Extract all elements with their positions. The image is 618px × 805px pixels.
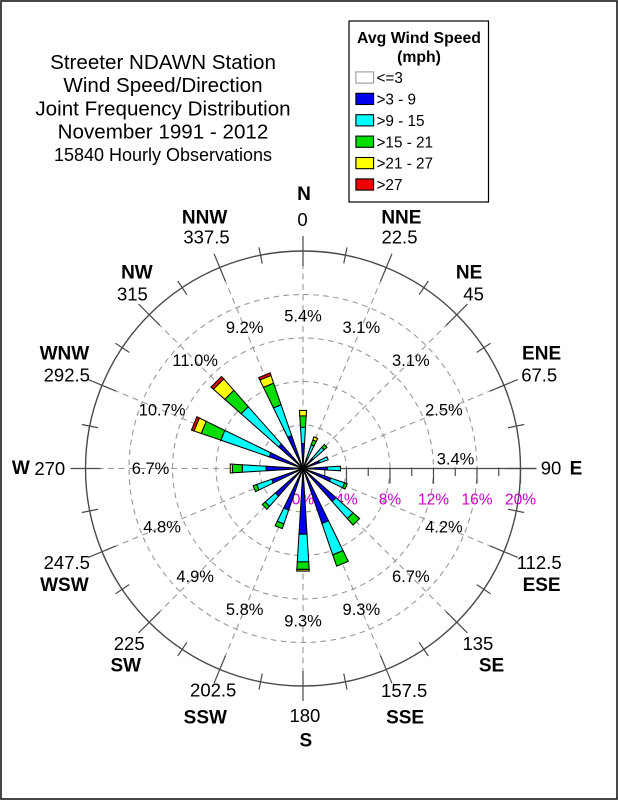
svg-text:5.4%: 5.4% [284,308,322,326]
svg-text:0: 0 [297,209,307,230]
svg-text:6.7%: 6.7% [132,460,170,478]
svg-text:5.8%: 5.8% [226,601,264,619]
svg-text:Avg Wind Speed: Avg Wind Speed [357,30,481,47]
svg-text:>21 - 27: >21 - 27 [377,156,434,173]
svg-text:8%: 8% [379,492,402,509]
svg-text:>3 - 9: >3 - 9 [377,92,417,109]
svg-text:NNW: NNW [182,208,227,229]
svg-text:67.5: 67.5 [521,364,557,385]
svg-text:November 1991 - 2012: November 1991 - 2012 [58,121,269,144]
svg-text:SW: SW [110,655,141,676]
svg-text:135: 135 [462,633,493,654]
svg-text:45: 45 [463,283,484,304]
svg-text:SSW: SSW [184,707,227,728]
svg-text:12%: 12% [418,492,449,509]
svg-text:2.5%: 2.5% [425,402,463,420]
svg-text:9.3%: 9.3% [343,601,381,619]
svg-text:247.5: 247.5 [44,552,90,573]
svg-text:3.4%: 3.4% [437,451,475,469]
svg-text:225: 225 [114,633,145,654]
svg-text:NNE: NNE [381,208,421,229]
svg-text:4.9%: 4.9% [176,568,214,586]
svg-text:112.5: 112.5 [517,552,562,573]
svg-text:ENE: ENE [522,344,561,365]
svg-text:4.2%: 4.2% [425,518,463,536]
svg-text:3.1%: 3.1% [343,319,381,337]
svg-text:W: W [12,458,30,479]
svg-text:3.1%: 3.1% [392,352,430,370]
svg-text:>27: >27 [377,177,403,194]
svg-text:11.0%: 11.0% [172,352,218,370]
svg-text:SE: SE [479,655,504,676]
svg-text:S: S [300,731,313,752]
svg-text:N: N [297,184,311,205]
svg-text:315: 315 [117,283,148,304]
svg-text:292.5: 292.5 [44,364,90,385]
svg-text:10.7%: 10.7% [139,402,186,420]
svg-text:90: 90 [541,458,562,479]
svg-text:157.5: 157.5 [381,680,427,701]
svg-text:NE: NE [456,263,482,284]
svg-text:Streeter NDAWN Station: Streeter NDAWN Station [50,51,276,74]
svg-text:6.7%: 6.7% [392,568,430,586]
svg-text:15840 Hourly Observations: 15840 Hourly Observations [54,145,272,165]
svg-text:337.5: 337.5 [183,227,229,248]
svg-text:E: E [570,458,583,479]
svg-text:4.8%: 4.8% [143,518,181,536]
svg-text:270: 270 [34,458,65,479]
svg-text:SSE: SSE [386,707,424,728]
svg-text:(mph): (mph) [397,49,441,66]
svg-text:9.2%: 9.2% [226,319,264,337]
svg-text:>15 - 21: >15 - 21 [377,134,434,151]
svg-text:180: 180 [289,705,320,726]
svg-text:16%: 16% [461,492,492,509]
svg-text:ESE: ESE [523,575,561,596]
svg-text:Joint Frequency Distribution: Joint Frequency Distribution [35,97,290,120]
svg-text:22.5: 22.5 [381,227,417,248]
svg-text:NW: NW [121,263,153,284]
svg-text:>9 - 15: >9 - 15 [377,113,425,130]
svg-text:20%: 20% [505,492,536,509]
svg-text:<=3: <=3 [377,70,403,87]
svg-text:Wind Speed/Direction: Wind Speed/Direction [63,74,262,97]
svg-text:202.5: 202.5 [190,680,236,701]
svg-text:WSW: WSW [40,575,89,596]
svg-text:WNW: WNW [40,344,90,365]
svg-text:9.3%: 9.3% [284,613,322,631]
